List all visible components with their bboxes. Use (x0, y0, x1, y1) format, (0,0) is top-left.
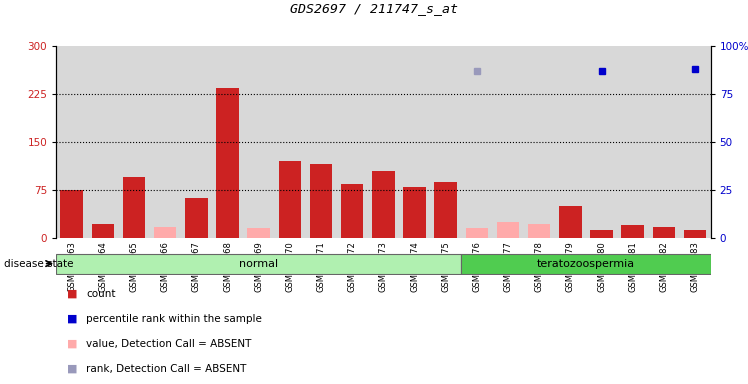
Bar (492, 46, 524, 238)
Bar (435, 182, 457, 238)
Text: percentile rank within the sample: percentile rank within the sample (86, 314, 262, 324)
Bar (310, 164, 332, 238)
Bar (403, 187, 426, 238)
Bar (372, 171, 395, 238)
Bar (150, 46, 181, 238)
Bar (590, 230, 613, 238)
Bar (586, 46, 617, 238)
Bar (462, 46, 492, 238)
Bar (399, 46, 430, 238)
Bar (248, 228, 270, 238)
Bar (275, 46, 305, 238)
Text: value, Detection Call = ABSENT: value, Detection Call = ABSENT (86, 339, 251, 349)
Bar (118, 46, 150, 238)
Bar (652, 227, 675, 238)
FancyBboxPatch shape (462, 255, 711, 273)
Bar (684, 230, 706, 238)
Bar (622, 225, 644, 238)
Bar (91, 224, 114, 238)
Bar (555, 46, 586, 238)
Bar (559, 206, 581, 238)
Bar (216, 88, 239, 238)
Bar (305, 46, 337, 238)
Bar (679, 46, 711, 238)
Bar (181, 46, 212, 238)
Bar (368, 46, 399, 238)
Bar (430, 46, 462, 238)
Bar (465, 228, 488, 238)
Text: GDS2697 / 211747_s_at: GDS2697 / 211747_s_at (290, 2, 458, 15)
Text: ■: ■ (67, 314, 78, 324)
Bar (528, 224, 551, 238)
Bar (497, 222, 519, 238)
Bar (123, 177, 145, 238)
Text: ■: ■ (67, 289, 78, 299)
FancyBboxPatch shape (56, 255, 462, 273)
Text: ■: ■ (67, 339, 78, 349)
Bar (341, 184, 364, 238)
Bar (185, 199, 207, 238)
Text: ■: ■ (67, 364, 78, 374)
Bar (88, 46, 118, 238)
Bar (524, 46, 555, 238)
Bar (61, 190, 83, 238)
Text: rank, Detection Call = ABSENT: rank, Detection Call = ABSENT (86, 364, 246, 374)
Text: teratozoospermia: teratozoospermia (537, 258, 635, 268)
Bar (278, 161, 301, 238)
Text: normal: normal (239, 258, 278, 268)
Bar (617, 46, 649, 238)
Bar (154, 227, 177, 238)
Bar (649, 46, 679, 238)
Bar (56, 46, 88, 238)
Bar (337, 46, 368, 238)
Bar (243, 46, 275, 238)
Text: disease state: disease state (4, 259, 73, 269)
Bar (212, 46, 243, 238)
Text: count: count (86, 289, 115, 299)
